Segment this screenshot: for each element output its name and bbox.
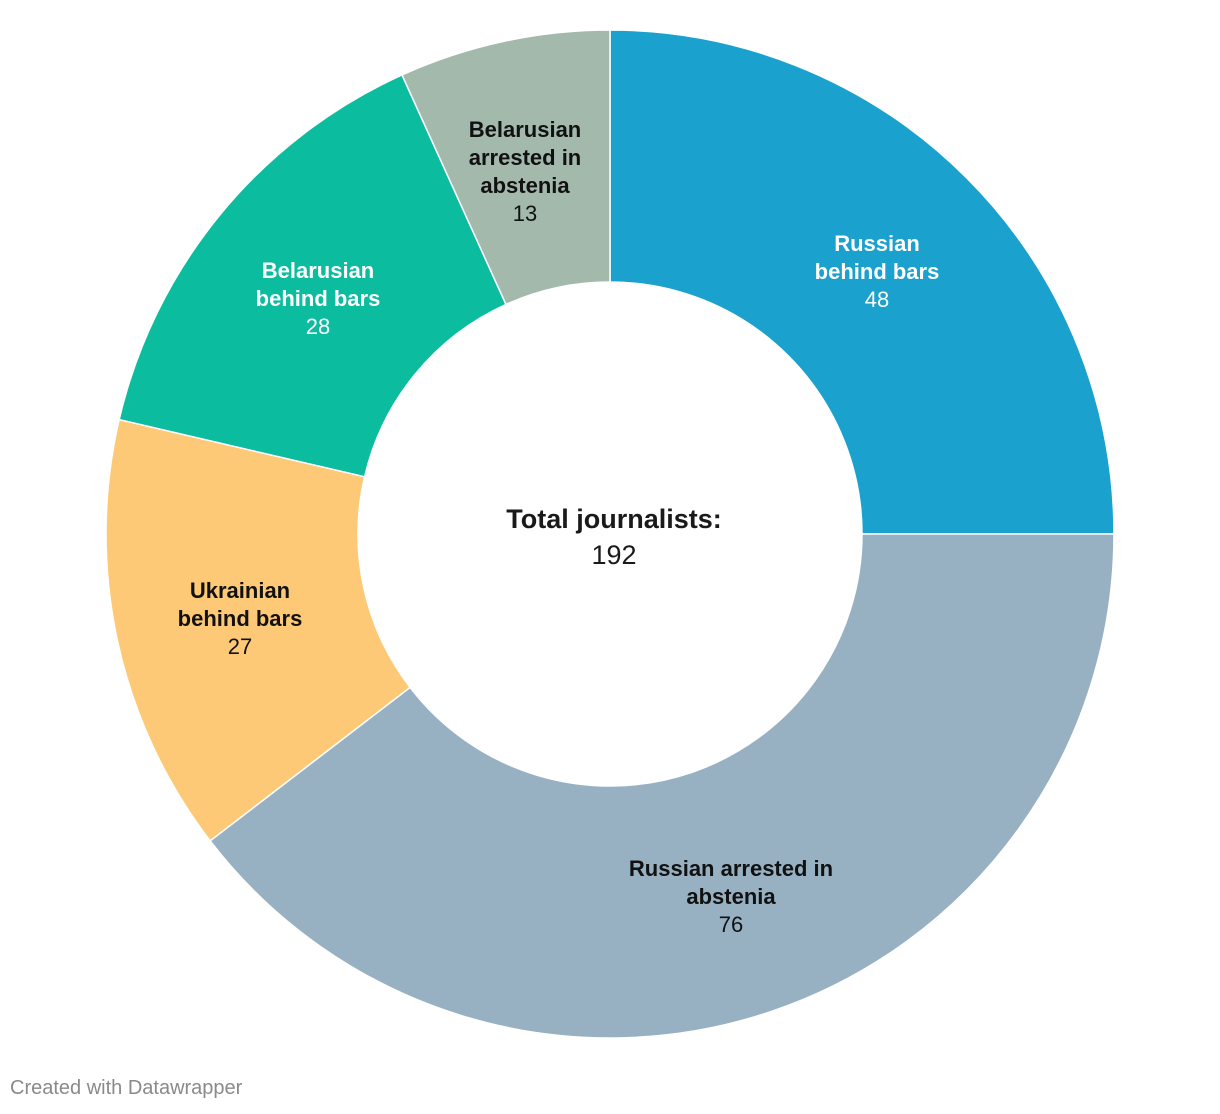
segment-label-4-line-0: Belarusian	[469, 117, 582, 142]
segment-value-0: 48	[865, 287, 889, 312]
center-value: 192	[591, 540, 636, 570]
slices-group	[105, 29, 1115, 1039]
segment-label-3-line-1: behind bars	[256, 286, 381, 311]
segment-label-2-line-1: behind bars	[178, 606, 303, 631]
center-title: Total journalists:	[506, 504, 722, 534]
segment-label-3-line-0: Belarusian	[262, 258, 375, 283]
donut-slice-1	[209, 533, 1115, 1039]
segment-label-1-line-1: abstenia	[686, 884, 776, 909]
segment-labels-group: Russian behind bars 48 Russian arrested in a…	[178, 117, 940, 937]
donut-slice-2	[105, 418, 412, 842]
segment-label-2-line-0: Ukrainian	[190, 578, 290, 603]
segment-label-4-line-1: arrested in	[469, 145, 582, 170]
segment-value-4: 13	[513, 201, 537, 226]
segment-label-1-line-0: Russian arrested in	[629, 856, 833, 881]
segment-label-0-line-1: behind bars	[815, 259, 940, 284]
segment-value-1: 76	[719, 912, 743, 937]
donut-slice-0	[609, 29, 1115, 535]
segment-label-4-line-2: abstenia	[480, 173, 570, 198]
donut-slice-3	[118, 73, 507, 478]
segment-value-2: 27	[228, 634, 252, 659]
segment-label-0-line-0: Russian	[834, 231, 920, 256]
segment-value-3: 28	[306, 314, 330, 339]
datawrapper-credit: Created with Datawrapper	[10, 1077, 243, 1099]
donut-slice-4	[401, 29, 611, 306]
